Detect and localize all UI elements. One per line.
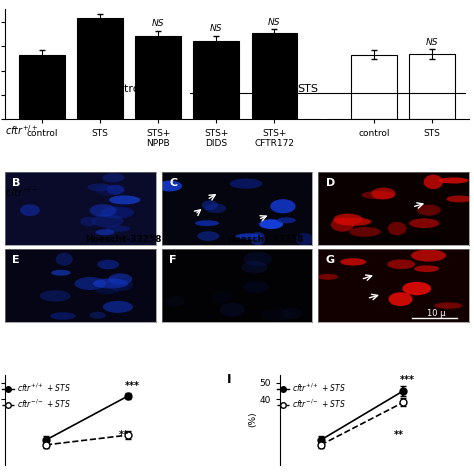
Text: STS: STS xyxy=(298,84,319,94)
Bar xyxy=(409,54,455,119)
Ellipse shape xyxy=(195,220,219,226)
Ellipse shape xyxy=(389,292,412,306)
Legend: $cftr^{+/+}$ + STS, $cftr^{-/-}$ + STS: $cftr^{+/+}$ + STS, $cftr^{-/-}$ + STS xyxy=(274,378,348,413)
Ellipse shape xyxy=(197,231,219,241)
Ellipse shape xyxy=(235,233,263,240)
Ellipse shape xyxy=(107,185,125,195)
Ellipse shape xyxy=(438,177,469,183)
Ellipse shape xyxy=(103,301,133,313)
Ellipse shape xyxy=(109,280,133,291)
Ellipse shape xyxy=(414,265,439,272)
Ellipse shape xyxy=(340,258,366,265)
Text: $cftr^{-/-}$: $cftr^{-/-}$ xyxy=(5,185,38,199)
Ellipse shape xyxy=(318,274,338,280)
Ellipse shape xyxy=(101,207,134,219)
Y-axis label: (%): (%) xyxy=(249,412,258,428)
Ellipse shape xyxy=(262,309,292,321)
Ellipse shape xyxy=(243,281,269,293)
Ellipse shape xyxy=(276,217,296,223)
Ellipse shape xyxy=(371,188,396,200)
Ellipse shape xyxy=(336,218,372,226)
Legend: $cftr^{+/+}$ + STS, $cftr^{-/-}$ + STS: $cftr^{+/+}$ + STS, $cftr^{-/-}$ + STS xyxy=(0,378,73,413)
Text: $cftr^{+/+}$: $cftr^{+/+}$ xyxy=(5,123,38,137)
Ellipse shape xyxy=(402,282,431,295)
Ellipse shape xyxy=(362,191,394,199)
Ellipse shape xyxy=(282,308,302,319)
Ellipse shape xyxy=(20,204,40,216)
Text: Hoescht-33258: Hoescht-33258 xyxy=(85,235,162,244)
Text: **: ** xyxy=(119,430,129,440)
Ellipse shape xyxy=(93,279,128,289)
Text: control: control xyxy=(104,84,143,94)
Ellipse shape xyxy=(102,173,124,182)
Ellipse shape xyxy=(220,302,245,317)
Text: propidium iodide: propidium iodide xyxy=(355,235,441,244)
Bar xyxy=(252,33,297,119)
Text: **: ** xyxy=(394,430,404,440)
Bar xyxy=(351,55,397,119)
Text: Hoescht-33258: Hoescht-33258 xyxy=(227,235,304,244)
Ellipse shape xyxy=(333,214,363,225)
Ellipse shape xyxy=(74,277,106,290)
Text: B: B xyxy=(12,178,21,188)
Text: NS: NS xyxy=(268,18,281,27)
Ellipse shape xyxy=(270,199,296,213)
Text: NS: NS xyxy=(426,38,438,47)
Ellipse shape xyxy=(424,174,443,189)
Text: ***: *** xyxy=(400,374,415,385)
Ellipse shape xyxy=(387,259,415,269)
Bar xyxy=(193,41,239,119)
Ellipse shape xyxy=(447,195,473,202)
Ellipse shape xyxy=(388,222,407,235)
Ellipse shape xyxy=(95,229,115,235)
Ellipse shape xyxy=(411,249,446,262)
Ellipse shape xyxy=(259,219,283,229)
Ellipse shape xyxy=(202,201,218,210)
Ellipse shape xyxy=(96,287,119,294)
Bar xyxy=(136,36,181,119)
Text: E: E xyxy=(12,255,20,264)
Ellipse shape xyxy=(165,296,184,307)
Text: NS: NS xyxy=(210,24,222,33)
Ellipse shape xyxy=(50,312,76,320)
Ellipse shape xyxy=(250,232,265,245)
Text: G: G xyxy=(326,255,335,264)
Ellipse shape xyxy=(409,219,439,228)
Ellipse shape xyxy=(244,252,272,266)
Ellipse shape xyxy=(109,195,140,204)
Ellipse shape xyxy=(296,233,313,246)
Ellipse shape xyxy=(90,204,117,217)
Ellipse shape xyxy=(349,227,381,237)
Ellipse shape xyxy=(157,181,182,191)
Ellipse shape xyxy=(40,290,71,301)
Text: ***: *** xyxy=(125,381,140,391)
Ellipse shape xyxy=(230,179,262,189)
Bar xyxy=(19,55,65,119)
Ellipse shape xyxy=(90,312,106,319)
Text: C: C xyxy=(169,178,177,188)
Ellipse shape xyxy=(97,260,119,269)
Ellipse shape xyxy=(51,270,71,276)
Ellipse shape xyxy=(417,205,441,216)
Text: D: D xyxy=(326,178,335,188)
Text: 10 μ: 10 μ xyxy=(427,309,446,318)
Ellipse shape xyxy=(96,185,120,195)
Bar xyxy=(77,18,123,119)
Ellipse shape xyxy=(80,217,96,227)
Ellipse shape xyxy=(205,203,226,213)
Ellipse shape xyxy=(331,218,355,232)
Text: I: I xyxy=(227,373,231,386)
Ellipse shape xyxy=(56,253,73,265)
Ellipse shape xyxy=(109,273,132,285)
Ellipse shape xyxy=(91,214,124,228)
Ellipse shape xyxy=(435,302,463,309)
Ellipse shape xyxy=(242,261,267,273)
Text: NS: NS xyxy=(152,19,164,28)
Ellipse shape xyxy=(106,226,130,232)
Ellipse shape xyxy=(212,290,232,303)
Ellipse shape xyxy=(88,183,112,191)
Text: F: F xyxy=(169,255,177,264)
